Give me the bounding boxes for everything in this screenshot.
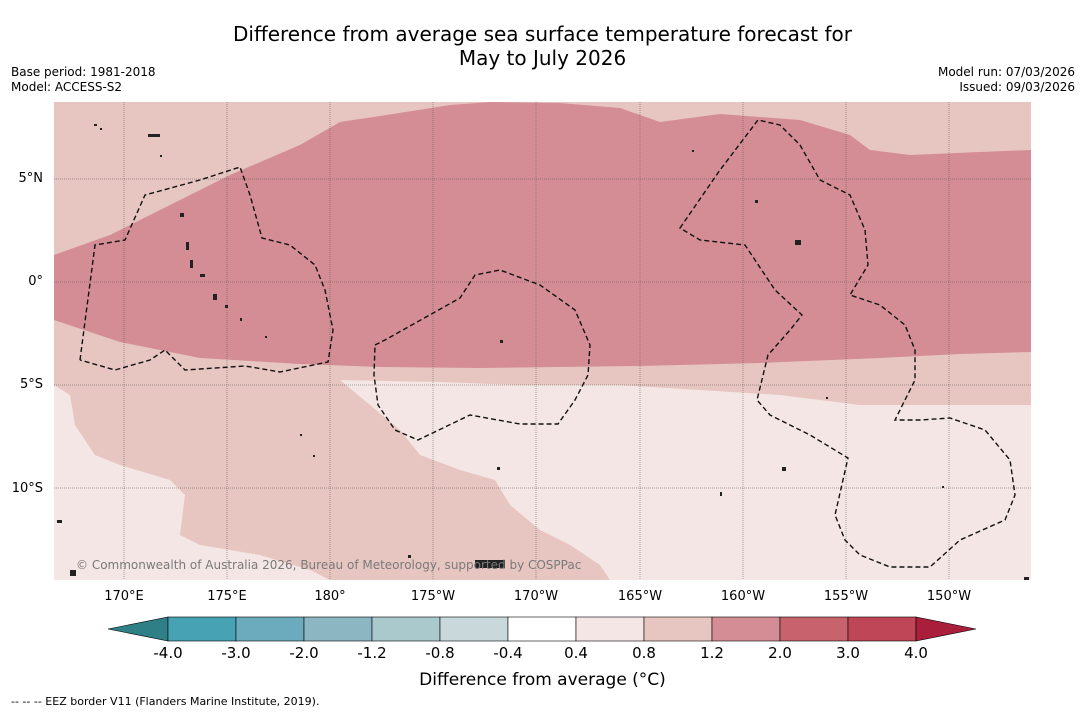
copyright-credit: © Commonwealth of Australia 2026, Bureau… (76, 558, 582, 572)
colorbar-segment (779, 616, 849, 642)
model-name: Model: ACCESS-S2 (11, 80, 123, 94)
lon-label: 170°W (513, 589, 559, 604)
lon-label: 160°W (720, 589, 766, 604)
colorbar-tick-label: -4.0 (153, 644, 183, 662)
colorbar-tick-label: -0.8 (425, 644, 455, 662)
lon-label: 150°W (926, 589, 972, 604)
colorbar-tick-label: 0.4 (564, 644, 588, 662)
lat-label: 5°S (19, 377, 43, 392)
lon-label: 165°W (617, 589, 663, 604)
base-period: Base period: 1981-2018 (11, 65, 156, 79)
anomaly-region-0.4-0.8-southwest (54, 385, 330, 580)
colorbar-segment (643, 616, 713, 642)
colorbar-tick-label: 4.0 (904, 644, 928, 662)
lat-label: 10°S (11, 481, 43, 496)
islands (57, 124, 1029, 580)
lon-label: 180° (314, 589, 346, 604)
colorbar-tick-label: -1.2 (357, 644, 387, 662)
colorbar-segment (575, 616, 645, 642)
colorbar-tick-label: -2.0 (289, 644, 319, 662)
colorbar-extend-low (107, 616, 169, 642)
model-run: Model run: 07/03/2026 (937, 65, 1075, 79)
colorbar (107, 616, 977, 642)
colorbar-tick-label: -0.4 (493, 644, 523, 662)
colorbar-tick-label: 0.8 (632, 644, 656, 662)
anomaly-region-0.4-0.8-southeast (340, 380, 1031, 580)
colorbar-segment (371, 616, 441, 642)
colorbar-segment (303, 616, 373, 642)
colorbar-extend-high (915, 616, 977, 642)
anomaly-region-1.2-2.0-equatorial (54, 102, 1031, 368)
lon-label: 155°W (823, 589, 869, 604)
lon-label: 175°E (207, 589, 247, 604)
lat-label: 0° (28, 274, 43, 289)
meta-left: Base period: 1981-2018 Model: ACCESS-S2 (11, 65, 156, 95)
colorbar-label: Difference from average (°C) (419, 670, 666, 690)
colorbar-segment (711, 616, 781, 642)
colorbar-segment (167, 616, 237, 642)
meta-right: Model run: 07/03/2026 Issued: 09/03/2026 (938, 65, 1075, 95)
colorbar-tick-label: 3.0 (836, 644, 860, 662)
issued-date: Issued: 09/03/2026 (959, 80, 1075, 94)
colorbar-tick-label: 2.0 (768, 644, 792, 662)
lat-label: 5°N (18, 171, 44, 186)
map-title: Difference from average sea surface temp… (232, 22, 852, 70)
colorbar-segment (439, 616, 509, 642)
colorbar-segment (507, 616, 577, 642)
eez-borders (79, 119, 1016, 568)
colorbar-tick-label: 1.2 (700, 644, 724, 662)
lon-label: 175°W (410, 589, 456, 604)
colorbar-segment (847, 616, 917, 642)
graticule (54, 102, 1031, 580)
colorbar-tick-label: -3.0 (221, 644, 251, 662)
colorbar-segment (235, 616, 305, 642)
eez-footnote: -- -- -- EEZ border V11 (Flanders Marine… (11, 695, 320, 708)
lon-label: 170°E (104, 589, 144, 604)
